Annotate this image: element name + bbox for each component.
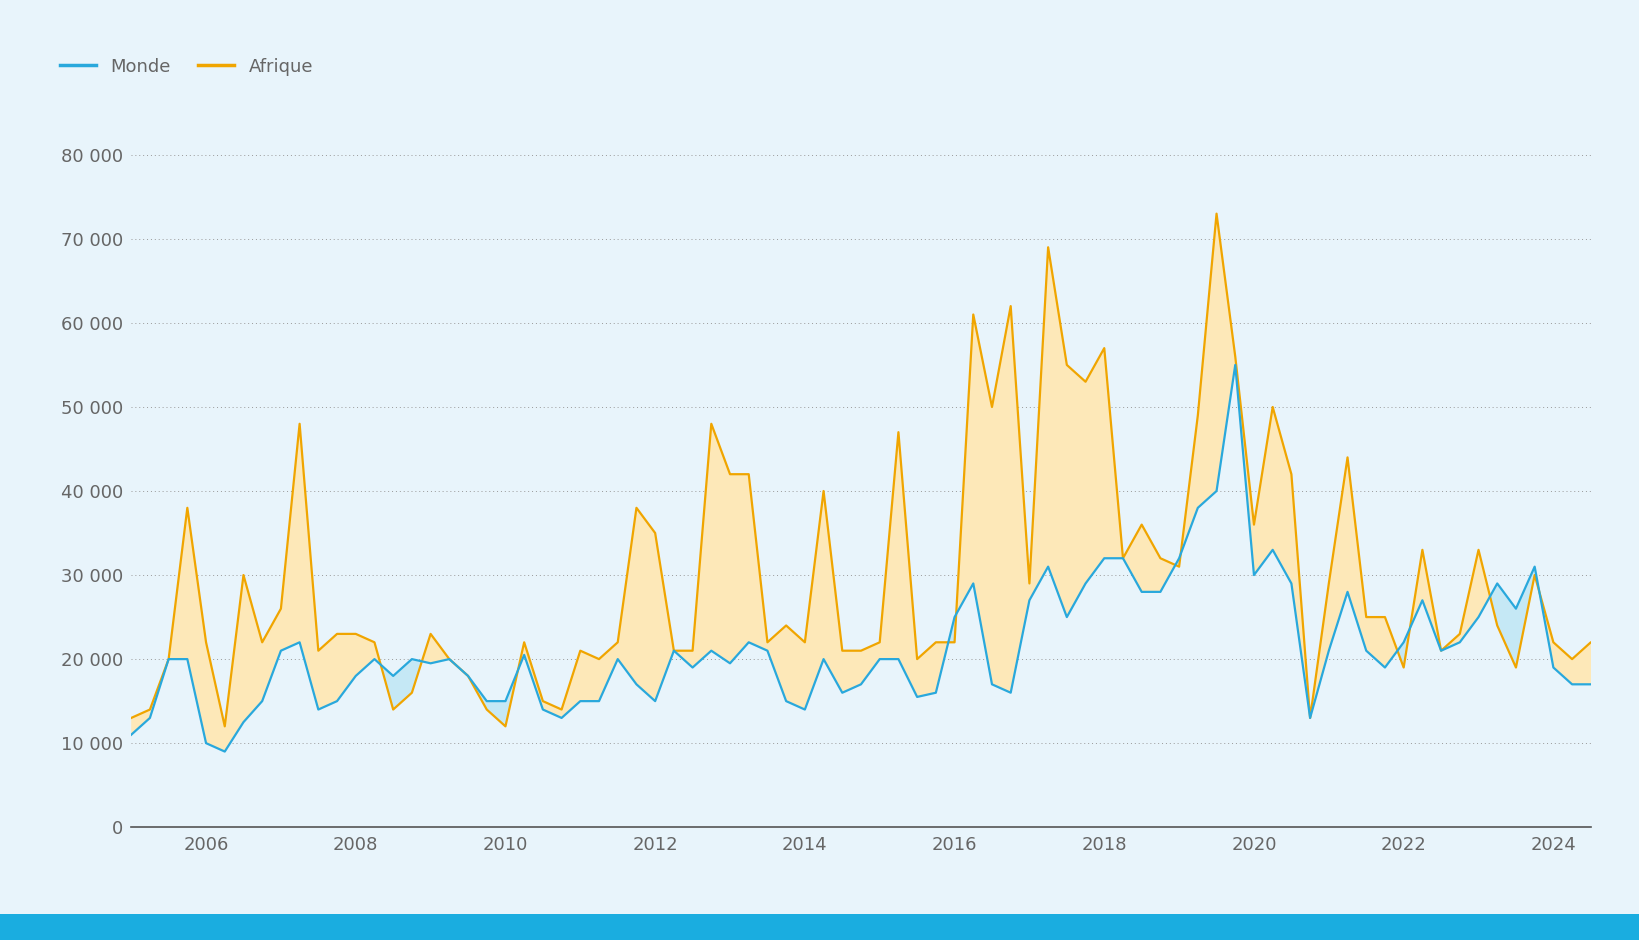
Legend: Monde, Afrique: Monde, Afrique — [52, 51, 320, 83]
